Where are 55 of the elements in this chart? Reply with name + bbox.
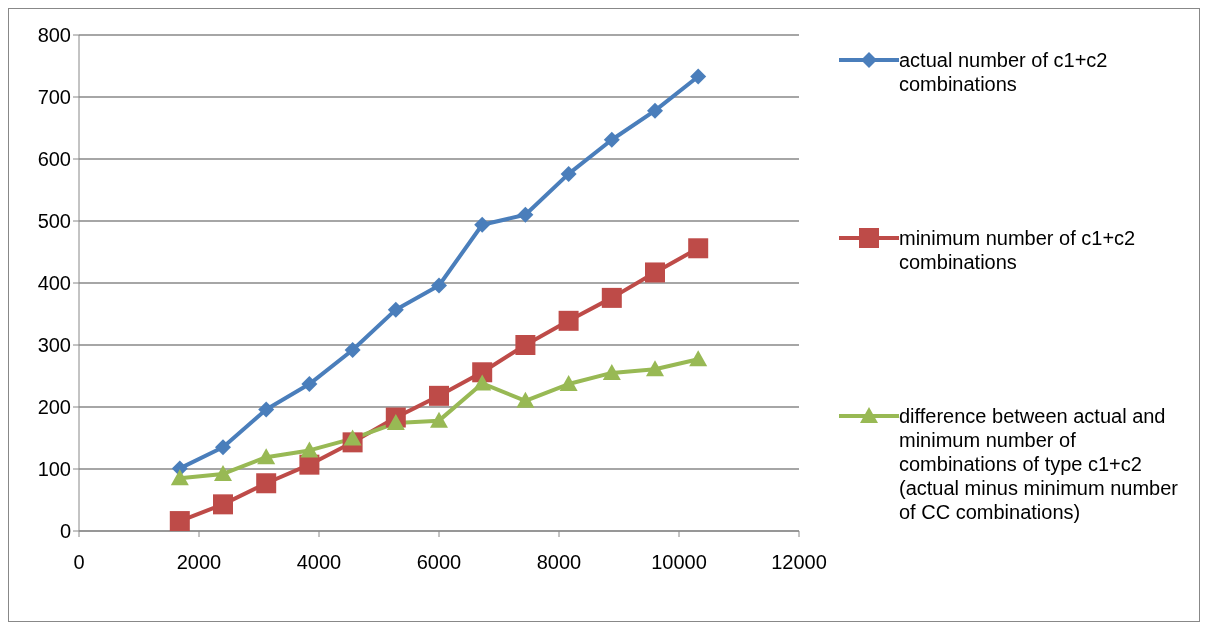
point	[602, 363, 621, 380]
point	[601, 287, 622, 308]
legend-label: difference between actual and minimum number of combinations of type c1+c2 (actual minus minimum number of CC combinations)	[899, 404, 1179, 524]
point	[560, 165, 577, 182]
point	[170, 469, 189, 486]
point	[213, 494, 233, 515]
x-tick-label: 0	[73, 551, 85, 574]
point	[515, 335, 536, 355]
point	[474, 216, 491, 233]
point	[647, 102, 663, 119]
point	[516, 391, 535, 408]
point	[430, 411, 448, 428]
point	[343, 429, 362, 446]
x-tick-label: 4000	[296, 551, 342, 574]
point	[215, 439, 231, 456]
point	[431, 277, 447, 294]
y-tick-label: 400	[37, 272, 71, 295]
legend-label: actual number of c1+c2 combinations	[899, 48, 1109, 96]
y-tick-label: 300	[37, 334, 71, 357]
point	[517, 206, 534, 223]
y-tick-label: 0	[59, 520, 71, 543]
point	[558, 310, 579, 331]
point	[645, 262, 665, 283]
point	[387, 301, 404, 318]
point	[690, 68, 707, 85]
y-tick-label: 600	[37, 148, 71, 171]
y-tick-label: 100	[37, 458, 71, 481]
x-tick-label: 8000	[536, 551, 582, 574]
point	[559, 375, 578, 392]
point	[386, 414, 405, 431]
x-tick-label: 6000	[416, 551, 462, 574]
point	[344, 341, 361, 358]
point	[689, 350, 708, 367]
y-tick-label: 500	[37, 210, 71, 233]
y-tick-label: 800	[37, 24, 71, 47]
point	[429, 385, 449, 406]
point	[257, 448, 276, 465]
x-tick-label: 2000	[176, 551, 222, 574]
point	[299, 454, 320, 475]
point	[300, 441, 319, 458]
point	[603, 131, 620, 148]
point	[646, 360, 664, 377]
point	[258, 401, 275, 418]
point	[688, 238, 709, 259]
x-tick-label: 10000	[651, 551, 707, 574]
y-tick-label: 700	[37, 86, 71, 109]
point	[256, 473, 277, 494]
point	[169, 511, 190, 531]
point	[301, 376, 318, 393]
legend-label: minimum number of c1+c2 combinations	[899, 226, 1137, 274]
point	[472, 362, 493, 383]
x-tick-label: 12000	[771, 551, 827, 574]
y-tick-label: 200	[37, 396, 71, 419]
point	[214, 464, 232, 481]
point	[473, 374, 492, 391]
